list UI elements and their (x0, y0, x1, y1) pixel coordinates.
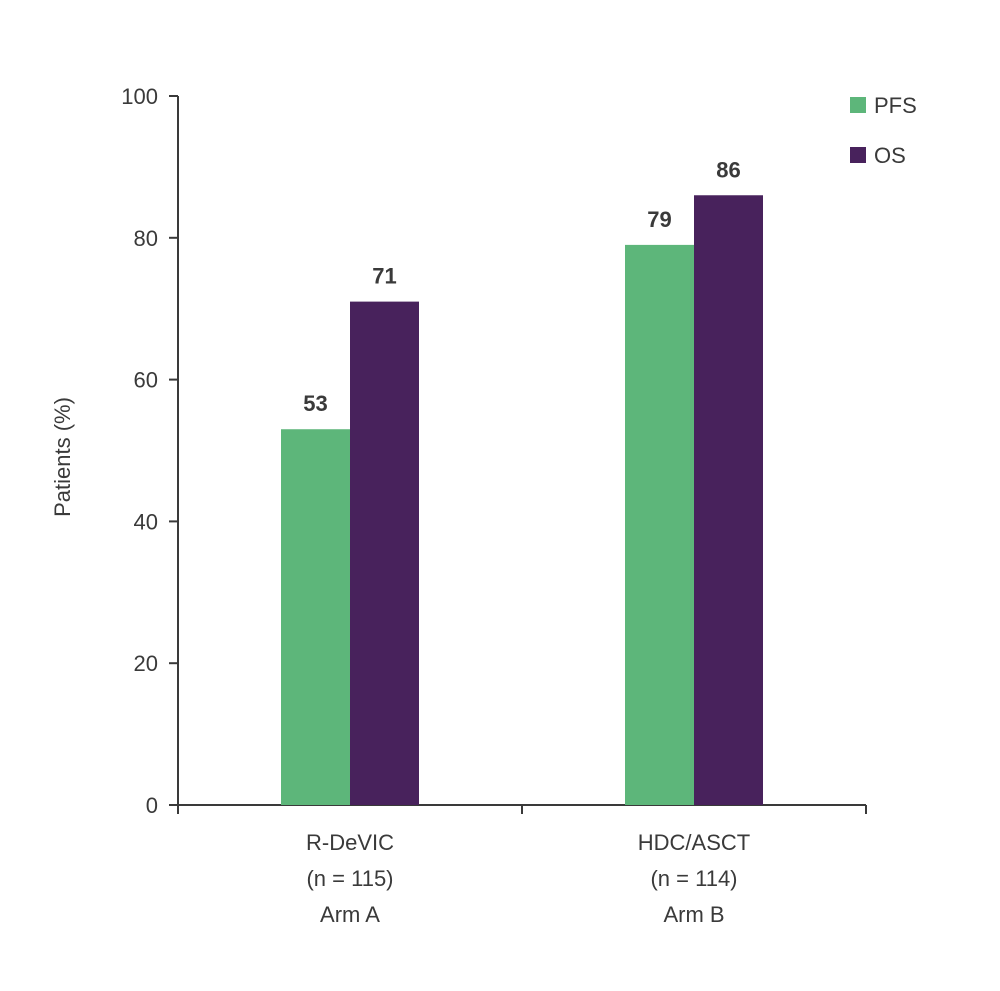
bar-pfs (281, 429, 350, 805)
x-axis: R-DeVIC (n = 115) Arm A HDC/ASCT (n = 114) Ar… (178, 805, 866, 927)
legend: PFS OS (850, 93, 917, 168)
y-tick-label: 60 (134, 368, 158, 393)
y-tick-label: 100 (121, 84, 158, 109)
bars (281, 195, 763, 805)
data-label: 86 (716, 157, 740, 182)
bar-os (350, 302, 419, 805)
y-tick-label: 0 (146, 793, 158, 818)
y-tick-label: 80 (134, 226, 158, 251)
data-label: 53 (303, 391, 327, 416)
y-axis-title: Patients (%) (50, 397, 75, 517)
x-category-label: R-DeVIC (n = 115) Arm A (306, 830, 394, 927)
legend-label: PFS (874, 93, 917, 118)
bar-pfs (625, 245, 694, 805)
legend-swatch-os (850, 147, 866, 163)
data-label: 79 (647, 207, 671, 232)
legend-swatch-pfs (850, 97, 866, 113)
y-tick-label: 20 (134, 651, 158, 676)
bar-os (694, 195, 763, 805)
x-category-label: HDC/ASCT (n = 114) Arm B (638, 830, 750, 927)
legend-label: OS (874, 143, 906, 168)
y-axis: 0 20 40 60 80 100 (121, 84, 178, 818)
y-tick-label: 40 (134, 509, 158, 534)
data-label: 71 (372, 264, 396, 289)
